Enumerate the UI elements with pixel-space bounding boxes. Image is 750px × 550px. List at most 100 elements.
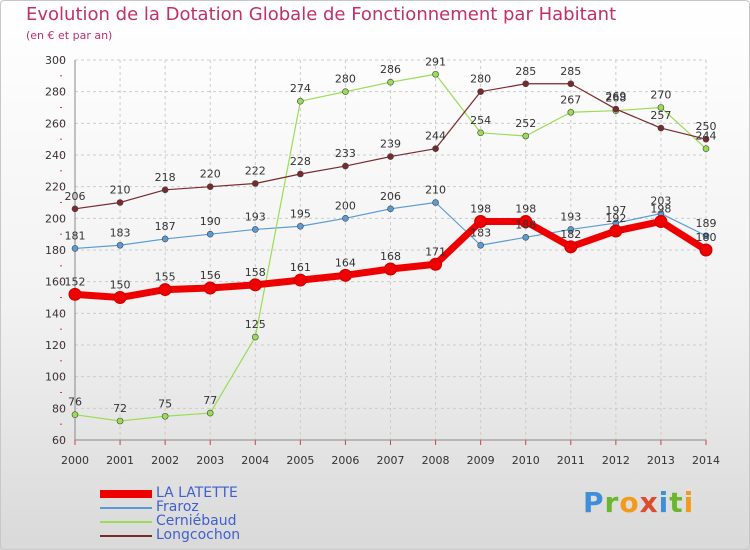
data-point	[161, 235, 169, 243]
x-tick-label: 2006	[331, 454, 359, 467]
data-point	[71, 411, 79, 418]
data-point	[699, 243, 713, 257]
data-label: 189	[696, 217, 717, 230]
y-tick-label: 220	[45, 181, 66, 194]
data-label: 161	[290, 261, 311, 274]
logo-letter: t	[669, 486, 684, 519]
data-label: 269	[605, 90, 626, 103]
legend-label: Longcochon	[156, 527, 241, 543]
y-tick-label: 80	[52, 402, 66, 415]
data-point	[432, 70, 439, 78]
data-point	[477, 129, 484, 137]
data-label: 72	[113, 402, 127, 415]
legend-swatch	[100, 535, 152, 537]
data-point	[338, 268, 352, 282]
y-tick-label: 100	[45, 371, 66, 384]
data-point	[702, 232, 710, 240]
data-label: 198	[470, 203, 491, 216]
data-label: 267	[560, 93, 581, 106]
logo-letter: r	[604, 486, 620, 519]
data-label: 252	[515, 117, 536, 130]
data-point	[387, 78, 394, 86]
data-label: 77	[203, 394, 217, 407]
data-label: 206	[380, 190, 401, 203]
legend-swatch	[100, 507, 152, 509]
data-label: 158	[245, 266, 266, 279]
data-point	[519, 215, 533, 228]
data-label: 285	[515, 65, 536, 78]
data-point	[654, 215, 668, 228]
data-label: 76	[68, 396, 82, 409]
data-point	[251, 226, 259, 233]
data-point	[116, 417, 124, 425]
data-label: 274	[290, 82, 311, 95]
x-tick-label: 2011	[557, 454, 585, 467]
data-label: 150	[110, 279, 131, 292]
data-label: 210	[110, 184, 131, 197]
data-label: 193	[560, 210, 581, 223]
data-point	[251, 180, 259, 187]
x-tick-label: 2010	[512, 454, 540, 467]
data-point	[387, 205, 394, 213]
data-point	[477, 241, 484, 249]
data-label: 228	[290, 155, 311, 168]
x-tick-label: 2002	[151, 454, 179, 467]
x-tick-label: 2014	[692, 454, 720, 467]
data-label: 190	[200, 215, 221, 228]
legend-item: Longcochon	[100, 527, 300, 543]
data-point	[297, 170, 304, 178]
y-tick-label: 280	[45, 86, 66, 99]
x-tick-label: 2008	[422, 454, 450, 467]
series-layer	[68, 70, 713, 425]
data-point	[474, 215, 488, 228]
data-point	[477, 88, 484, 95]
data-label: 75	[158, 397, 172, 410]
data-point	[251, 333, 259, 341]
y-tick-label: 300	[45, 54, 66, 67]
data-label: 198	[515, 203, 536, 216]
data-point	[429, 257, 443, 271]
data-label: 286	[380, 63, 401, 76]
data-label: 156	[200, 269, 221, 282]
data-point	[702, 135, 710, 143]
data-point	[68, 287, 82, 301]
data-point	[71, 205, 79, 213]
data-label: 195	[290, 207, 311, 220]
data-label: 210	[425, 184, 446, 197]
data-point	[432, 145, 439, 152]
data-label: 164	[335, 256, 356, 269]
data-label: 280	[335, 73, 356, 86]
legend-label: Cerniébaud	[156, 513, 237, 529]
data-label: 222	[245, 165, 266, 178]
data-label: 239	[380, 138, 401, 151]
data-point	[612, 105, 620, 113]
data-label: 291	[425, 55, 446, 68]
data-point	[657, 124, 665, 132]
data-point	[116, 199, 124, 206]
data-point	[522, 132, 530, 140]
logo-letter: x	[639, 486, 659, 519]
data-point	[206, 409, 214, 417]
data-label: 285	[560, 65, 581, 78]
x-tick-label: 2003	[196, 454, 224, 467]
legend: LA LATETTE Fraroz Cerniébaud Longcochon	[100, 485, 300, 543]
logo-letter: o	[619, 486, 640, 519]
data-label: 270	[650, 89, 671, 102]
data-label: 183	[470, 226, 491, 239]
y-tick-label: 120	[45, 339, 66, 352]
data-point	[432, 199, 439, 206]
data-label: 181	[65, 229, 86, 242]
legend-label: LA LATETTE	[156, 485, 238, 501]
data-point	[248, 278, 262, 292]
data-label: 244	[425, 130, 446, 143]
data-point	[567, 108, 575, 116]
data-point	[387, 153, 394, 160]
data-label: 254	[470, 114, 491, 127]
x-tick-label: 2009	[467, 454, 495, 467]
data-label: 183	[110, 226, 131, 239]
legend-swatch	[100, 490, 152, 498]
data-label: 200	[335, 199, 356, 212]
x-tick-label: 2001	[106, 454, 134, 467]
